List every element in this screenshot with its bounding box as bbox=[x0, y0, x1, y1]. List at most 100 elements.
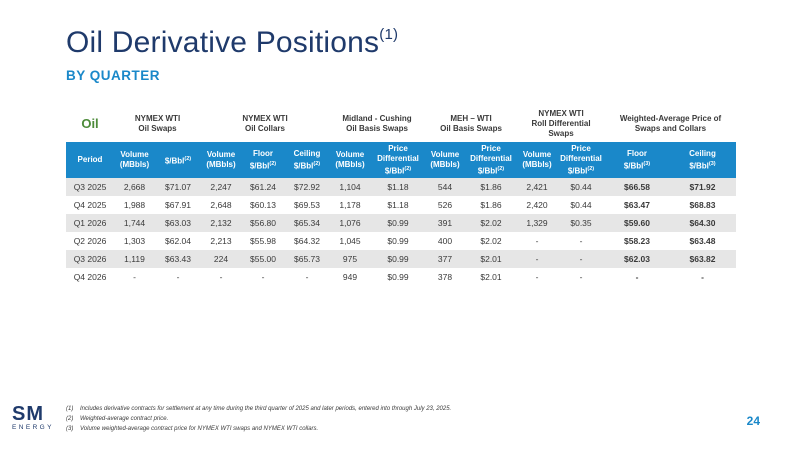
group-wavg-line1: Weighted-Average Price of bbox=[619, 114, 722, 123]
footnotes: (1) Includes derivative contracts for set… bbox=[66, 404, 666, 434]
cell-d4: $2.02 bbox=[480, 236, 502, 246]
cell-f2: $55.98 bbox=[250, 236, 276, 246]
cell-v3: 975 bbox=[342, 254, 358, 264]
cell-c6: $64.30 bbox=[689, 218, 716, 228]
cell-c2: $65.73 bbox=[294, 254, 320, 264]
group-meh-basis: MEH – WTI Oil Basis Swaps bbox=[425, 114, 517, 134]
cell-c2: $72.92 bbox=[294, 182, 320, 192]
header-collars-floor: Floor $/Bbl(2) bbox=[241, 149, 285, 172]
cell-d4: $2.02 bbox=[480, 218, 502, 228]
footnote-1: (1) Includes derivative contracts for set… bbox=[66, 404, 666, 414]
header-wavg-ceiling-fn: (3) bbox=[708, 160, 716, 167]
cell-v1: 1,119 bbox=[124, 254, 145, 264]
page-subtitle: BY QUARTER bbox=[66, 68, 161, 83]
cell-d5: - bbox=[579, 236, 583, 246]
group-oil-collars: NYMEX WTI Oil Collars bbox=[201, 114, 329, 134]
cell-v5: 2,421 bbox=[526, 182, 548, 192]
group-weighted-average: Weighted-Average Price of Swaps and Coll… bbox=[605, 114, 736, 134]
cell-f2: $60.13 bbox=[250, 200, 276, 210]
cell-c6: $68.83 bbox=[689, 200, 716, 210]
header-wavg-floor-line2: $/Bbl bbox=[623, 161, 644, 171]
cell-v4: 400 bbox=[437, 236, 453, 246]
cell-c2: $64.32 bbox=[294, 236, 320, 246]
footnote-1-text: Includes derivative contracts for settle… bbox=[80, 406, 452, 412]
header-collars-volume: Volume (MBbls) bbox=[201, 150, 241, 170]
page-title-text: Oil Derivative Positions bbox=[66, 26, 380, 59]
cell-v5: 1,329 bbox=[526, 218, 548, 228]
cell-v3: 1,076 bbox=[339, 218, 361, 228]
header-wavg-floor: Floor $/Bbl(3) bbox=[605, 149, 669, 172]
cell-v3: 1,178 bbox=[339, 200, 361, 210]
group-meh-line2: Oil Basis Swaps bbox=[440, 124, 502, 133]
cell-v1: - bbox=[133, 272, 136, 282]
group-midland-basis: Midland - Cushing Oil Basis Swaps bbox=[329, 114, 425, 134]
header-roll-diff-fn: (2) bbox=[587, 165, 595, 172]
footnote-2-number: (2) bbox=[66, 416, 74, 422]
table-body: Q3 2025 2,668 $71.07 2,247 $61.24 $72.92 1,104… bbox=[66, 178, 736, 286]
group-midland-line1: Midland - Cushing bbox=[342, 114, 412, 123]
cell-v5: - bbox=[535, 254, 539, 264]
cell-v2: 224 bbox=[213, 254, 229, 264]
cell-v1: 2,668 bbox=[123, 182, 146, 192]
cell-v3: 1,045 bbox=[339, 236, 361, 246]
header-roll-diff-line3: $/Bbl bbox=[567, 166, 588, 176]
header-swaps-price-fn: (2) bbox=[184, 155, 192, 162]
group-roll-differential: NYMEX WTI Roll Differential Swaps bbox=[517, 109, 605, 139]
header-wavg-ceiling-line2: $/Bbl bbox=[689, 161, 709, 171]
header-midland-differential: Price Differential $/Bbl(2) bbox=[371, 144, 425, 177]
header-roll-volume-line2: (MBbls) bbox=[522, 160, 552, 169]
cell-c2: $65.34 bbox=[294, 218, 320, 228]
cell-c6: $63.82 bbox=[689, 254, 716, 264]
header-roll-volume-line1: Volume bbox=[522, 150, 552, 159]
cell-period: Q4 2025 bbox=[73, 200, 107, 210]
cell-d5: $0.35 bbox=[570, 218, 592, 228]
header-collars-floor-line2: $/Bbl bbox=[249, 161, 270, 171]
group-meh-line1: MEH – WTI bbox=[450, 114, 492, 123]
logo-energy-text: ENERGY bbox=[12, 424, 54, 431]
header-midland-diff-fn: (2) bbox=[404, 165, 412, 172]
header-collars-ceiling-fn: (2) bbox=[313, 160, 321, 167]
page-title-footnote: (1) bbox=[379, 26, 399, 43]
cell-f6: $59.60 bbox=[624, 218, 650, 228]
cell-v5: 2,420 bbox=[526, 200, 548, 210]
cell-p1: $67.91 bbox=[165, 200, 191, 210]
cell-f6: $66.58 bbox=[624, 182, 650, 192]
header-meh-diff-fn: (2) bbox=[497, 165, 505, 172]
header-midland-diff-line2: Differential bbox=[377, 153, 419, 163]
cell-f6: $58.23 bbox=[624, 236, 650, 246]
group-oil-swaps-line1: NYMEX WTI bbox=[134, 114, 181, 123]
header-wavg-floor-fn: (3) bbox=[643, 160, 651, 167]
cell-d3: $0.99 bbox=[387, 218, 409, 228]
table-row: Q2 2026 1,303 $62.04 2,213 $55.98 $64.32 1,045… bbox=[66, 232, 736, 250]
cell-p1: $63.03 bbox=[165, 218, 191, 228]
cell-v4: 378 bbox=[437, 272, 453, 282]
cell-v5: - bbox=[535, 272, 539, 282]
table-row: Q4 2025 1,988 $67.91 2,648 $60.13 $69.53 1,178… bbox=[66, 196, 736, 214]
cell-d4: $1.86 bbox=[480, 200, 502, 210]
header-roll-diff-line1: Price bbox=[571, 143, 591, 153]
page-number: 24 bbox=[746, 414, 760, 428]
cell-period: Q3 2025 bbox=[73, 182, 107, 192]
header-swaps-volume-line2: (MBbls) bbox=[119, 160, 150, 169]
cell-d4: $2.01 bbox=[480, 272, 502, 282]
table-row: Q1 2026 1,744 $63.03 2,132 $56.80 $65.34 1,076… bbox=[66, 214, 736, 232]
header-roll-diff-line2: Differential bbox=[560, 153, 602, 163]
header-collars-volume-line1: Volume bbox=[206, 150, 236, 159]
header-period: Period bbox=[77, 155, 103, 164]
sm-energy-logo: SM ENERGY bbox=[12, 404, 52, 432]
cell-v4: 391 bbox=[437, 218, 453, 228]
cell-d5: $0.44 bbox=[570, 200, 592, 210]
cell-p1: $71.07 bbox=[165, 182, 191, 192]
header-swaps-volume-line1: Volume bbox=[120, 150, 149, 159]
group-roll-line3: Swaps bbox=[548, 129, 574, 138]
footnote-3-number: (3) bbox=[66, 426, 74, 432]
footnote-2-text: Weighted-average contract price. bbox=[80, 416, 169, 422]
cell-c2: - bbox=[305, 272, 309, 282]
cell-v2: 2,648 bbox=[210, 200, 232, 210]
header-meh-volume: Volume (MBbls) bbox=[425, 150, 465, 170]
header-roll-volume: Volume (MBbls) bbox=[517, 150, 557, 170]
table-row: Q3 2025 2,668 $71.07 2,247 $61.24 $72.92 1,104… bbox=[66, 178, 736, 196]
table-row: Q3 2026 1,119 $63.43 224 $55.00 $65.73 975 $0.9… bbox=[66, 250, 736, 268]
header-collars-volume-line2: (MBbls) bbox=[206, 160, 236, 169]
header-collars-floor-fn: (2) bbox=[269, 160, 277, 167]
